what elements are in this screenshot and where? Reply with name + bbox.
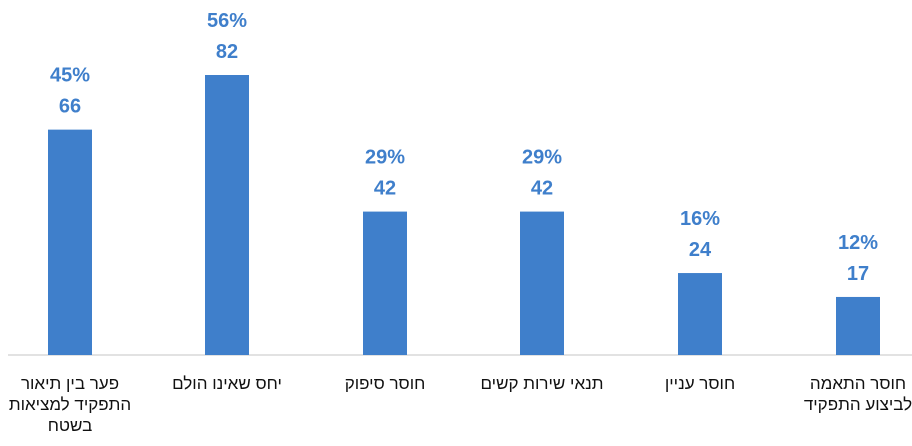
category-label: פער בין תיאור — [21, 374, 119, 393]
bar — [48, 129, 92, 355]
bar — [363, 211, 407, 355]
bar — [678, 273, 722, 355]
category-label: תנאי שירות קשים — [480, 374, 603, 393]
value-labels-group: 45% 66 56% 82 29% 42 29% 42 16% 24 12% 17 — [50, 10, 878, 285]
category-label: יחס שאינו הולם — [172, 374, 282, 393]
bar — [205, 75, 249, 355]
percent-label: 16% — [680, 208, 720, 230]
count-label: 42 — [531, 178, 553, 200]
percent-label: 12% — [838, 232, 878, 254]
category-label: חוסר עניין — [665, 374, 735, 393]
percent-label: 29% — [365, 147, 405, 169]
percent-label: 45% — [50, 65, 90, 87]
category-label: התפקיד למציאות — [9, 395, 131, 414]
category-label: חוסר התאמה — [810, 374, 906, 393]
count-label: 24 — [689, 239, 712, 261]
percent-label: 29% — [522, 147, 562, 169]
count-label: 66 — [59, 96, 81, 118]
count-label: 17 — [847, 263, 869, 285]
percent-label: 56% — [207, 10, 247, 32]
bar — [520, 211, 564, 355]
count-label: 42 — [374, 178, 396, 200]
category-labels-group: פער בין תיאור התפקיד למציאות בשטח יחס שאינו… — [9, 374, 912, 435]
bar — [836, 296, 880, 355]
count-label: 82 — [216, 41, 238, 63]
category-label: בשטח — [48, 416, 93, 435]
category-label: חוסר סיפוק — [345, 374, 426, 393]
bars-group — [48, 75, 880, 355]
category-label: לביצוע התפקיד — [804, 395, 912, 414]
